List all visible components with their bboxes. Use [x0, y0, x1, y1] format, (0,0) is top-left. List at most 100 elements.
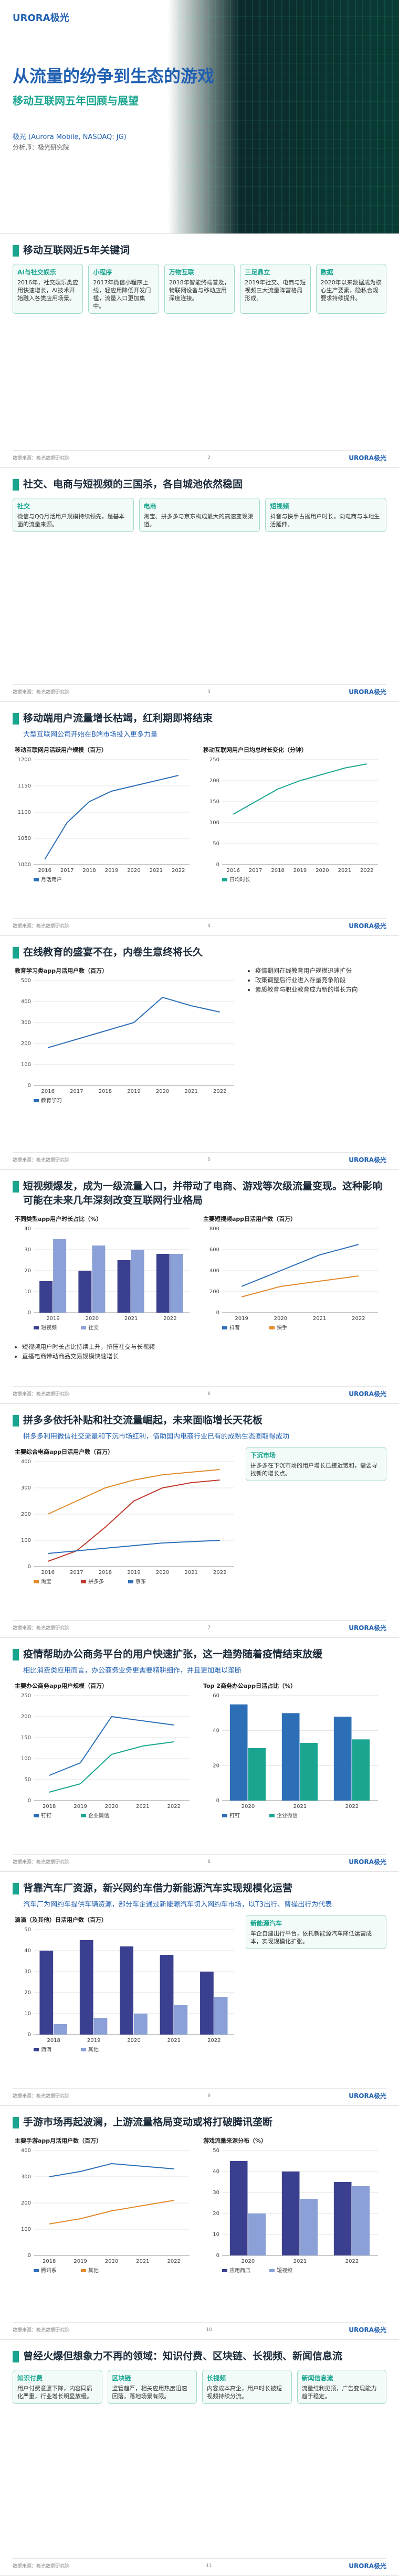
legend-swatch	[34, 1580, 39, 1583]
page-number: 8	[207, 1859, 211, 1865]
x-tick-label: 2018	[43, 1804, 56, 1809]
slide-title: 曾经火爆但想象力不再的领域：知识付费、区块链、长视频、新闻信息流	[23, 2350, 343, 2362]
y-tick-label: 10	[213, 2232, 219, 2238]
slide-title: 拼多多依托补贴和社交流量崛起，未来面临增长天花板	[23, 1414, 263, 1426]
footer: 数据来源：极光数据研究院 8 URORA极光	[13, 1854, 386, 1866]
legend-label: 教育学习	[41, 1097, 62, 1104]
y-tick-label: 200	[209, 1289, 219, 1295]
x-tick-label: 2022	[345, 2259, 359, 2264]
x-tick-label: 2018	[82, 868, 96, 874]
legend-swatch	[81, 1326, 86, 1329]
legend-swatch	[34, 1099, 39, 1102]
x-tick-label: 2018	[271, 868, 284, 874]
y-tick-label: 100	[21, 1062, 31, 1068]
box-text: 2019年社交、电商与短视频三大流量阵营格局形成。	[245, 279, 306, 302]
x-tick-label: 2018	[43, 2259, 56, 2264]
chart: 教育学习类app月活用户数（百万） 0 100 200 300 400 500 2016 201…	[14, 967, 234, 1104]
x-tick-label: 2020	[86, 1316, 99, 1322]
slide-header: 拼多多依托补贴和社交流量崛起，未来面临增长天花板	[13, 1413, 386, 1428]
footer-source: 数据来源：极光数据研究院	[13, 1860, 70, 1865]
legend-label: 钉钉	[229, 1813, 240, 1819]
x-tick-label: 2022	[213, 1089, 226, 1094]
x-tick-label: 2019	[87, 2038, 100, 2043]
chart-title: Top 2商务办公app日活占比（%）	[203, 1682, 296, 1689]
line	[233, 763, 367, 815]
bar	[229, 2161, 248, 2255]
page-number: 7	[207, 1625, 211, 1631]
x-tick-label: 2022	[207, 2038, 220, 2043]
x-tick-label: 2019	[74, 2259, 87, 2264]
x-tick-label: 2020	[156, 1089, 169, 1094]
y-tick-label: 150	[209, 799, 219, 805]
legend-label: 快手	[277, 1324, 287, 1331]
y-tick-label: 30	[24, 1247, 31, 1253]
box-text: 2020年以来数据成为核心生产要素，隐私合规要求持续提升。	[320, 279, 382, 302]
legend-label: 其他	[88, 2046, 99, 2053]
legend-label: 企业微信	[88, 1812, 109, 1819]
chart: 主要手游app月活用户数（百万） 0 100 200 300 400 2018 2019 202…	[15, 2137, 190, 2274]
y-tick-label: 50	[213, 2148, 219, 2154]
legend-swatch	[222, 2269, 227, 2272]
x-tick-label: 2020	[105, 1804, 118, 1809]
chart: 游戏流量来源分布（%） 0 10 20 30 40 50 2020 2021 2022 应用商店 短视…	[203, 2137, 378, 2274]
page-number: 9	[207, 2093, 211, 2099]
box-text: 2016年，社交娱乐类应用快速增长，AI技术开始融入各类应用场景。	[17, 279, 78, 302]
legend-label: 钉钉	[41, 1813, 51, 1819]
x-tick-label: 2016	[41, 1570, 55, 1576]
legend-swatch	[269, 1326, 275, 1329]
legend-swatch	[128, 1580, 133, 1583]
y-tick-label: 100	[209, 820, 219, 826]
bar	[131, 1250, 144, 1313]
slide-title: 移动端用户流量增长枯竭，红利期即将结束	[23, 712, 213, 724]
bar	[39, 1281, 53, 1313]
x-tick-label: 2019	[105, 868, 118, 874]
box-group: 知识付费 用户付费意愿下降，内容同质化严重，行业增长明显放缓。 区块链 监管趋严，相关…	[13, 2370, 386, 2404]
y-tick-label: 200	[21, 1511, 31, 1517]
title-marker	[13, 1883, 19, 1894]
legend-label: 月活用户	[41, 876, 62, 883]
legend-swatch	[34, 1814, 39, 1817]
y-tick-label: 50	[213, 841, 219, 847]
chart: 移动互联网月活跃用户规模（百万） 1000 1050 1100 1150 1200 2016…	[15, 746, 190, 883]
box-label: 短视频	[270, 503, 289, 510]
cover-image	[178, 0, 399, 233]
line	[48, 1540, 220, 1554]
chart-title: 教育学习类app月活用户数（百万）	[14, 967, 108, 974]
box-text: 微信与QQ月活用户规模持续领先，是基本面的流量来源。	[17, 513, 125, 528]
cover-slide: URORA极光 从流量的纷争到生态的游戏 移动互联网五年回顾与展望 极光 (Au…	[0, 0, 399, 234]
y-tick-label: 300	[21, 1485, 31, 1491]
line	[47, 1469, 220, 1515]
legend-swatch	[34, 2269, 39, 2272]
bar	[156, 1254, 170, 1313]
slide-header: 背靠汽车厂资源，新兴网约车借力新能源汽车实现规模化运营	[13, 1881, 386, 1896]
keyword-box: 社交 微信与QQ月活用户规模持续领先，是基本面的流量来源。	[13, 498, 134, 532]
legend-swatch	[222, 878, 227, 881]
y-tick-label: 0	[216, 1310, 219, 1316]
box-text: 监管趋严，相关应用热度迅速回落，落地场景有限。	[112, 2385, 187, 2400]
y-tick-label: 1200	[18, 757, 31, 763]
legend-swatch	[269, 1814, 275, 1817]
keyword-box: 长视频 内容成本高企，用户时长被短视频持续分流。	[202, 2370, 292, 2404]
x-tick-label: 2018	[47, 2038, 60, 2043]
box-label: 电商	[143, 503, 156, 510]
x-tick-label: 2021	[184, 1089, 197, 1094]
box-label: 新能源汽车	[250, 1920, 282, 1927]
x-tick-label: 2022	[360, 868, 373, 874]
slide-body: 主要办公商务app用户规模（百万） 0 50 100 150 200 250 2018 2019…	[13, 1681, 386, 1823]
x-tick-label: 2021	[136, 2259, 149, 2264]
legend-swatch	[34, 878, 39, 881]
legend-label: 企业微信	[277, 1812, 298, 1819]
x-tick-label: 2021	[313, 1316, 326, 1322]
y-tick-label: 0	[28, 1083, 31, 1089]
legend-label: 抖音	[229, 1324, 240, 1331]
footer-source: 数据来源：极光数据研究院	[13, 2564, 70, 2569]
page-number: 11	[206, 2563, 212, 2569]
x-tick-label: 2020	[105, 2259, 118, 2264]
y-tick-label: 1100	[18, 810, 31, 815]
chart-title: 游戏流量来源分布（%）	[203, 2137, 267, 2144]
box-group: 社交 微信与QQ月活用户规模持续领先，是基本面的流量来源。 电商 淘宝、拼多多与京东构…	[13, 498, 387, 532]
legend-swatch	[81, 1814, 86, 1817]
x-tick-label: 2017	[60, 868, 74, 874]
x-tick-label: 2017	[249, 868, 262, 874]
